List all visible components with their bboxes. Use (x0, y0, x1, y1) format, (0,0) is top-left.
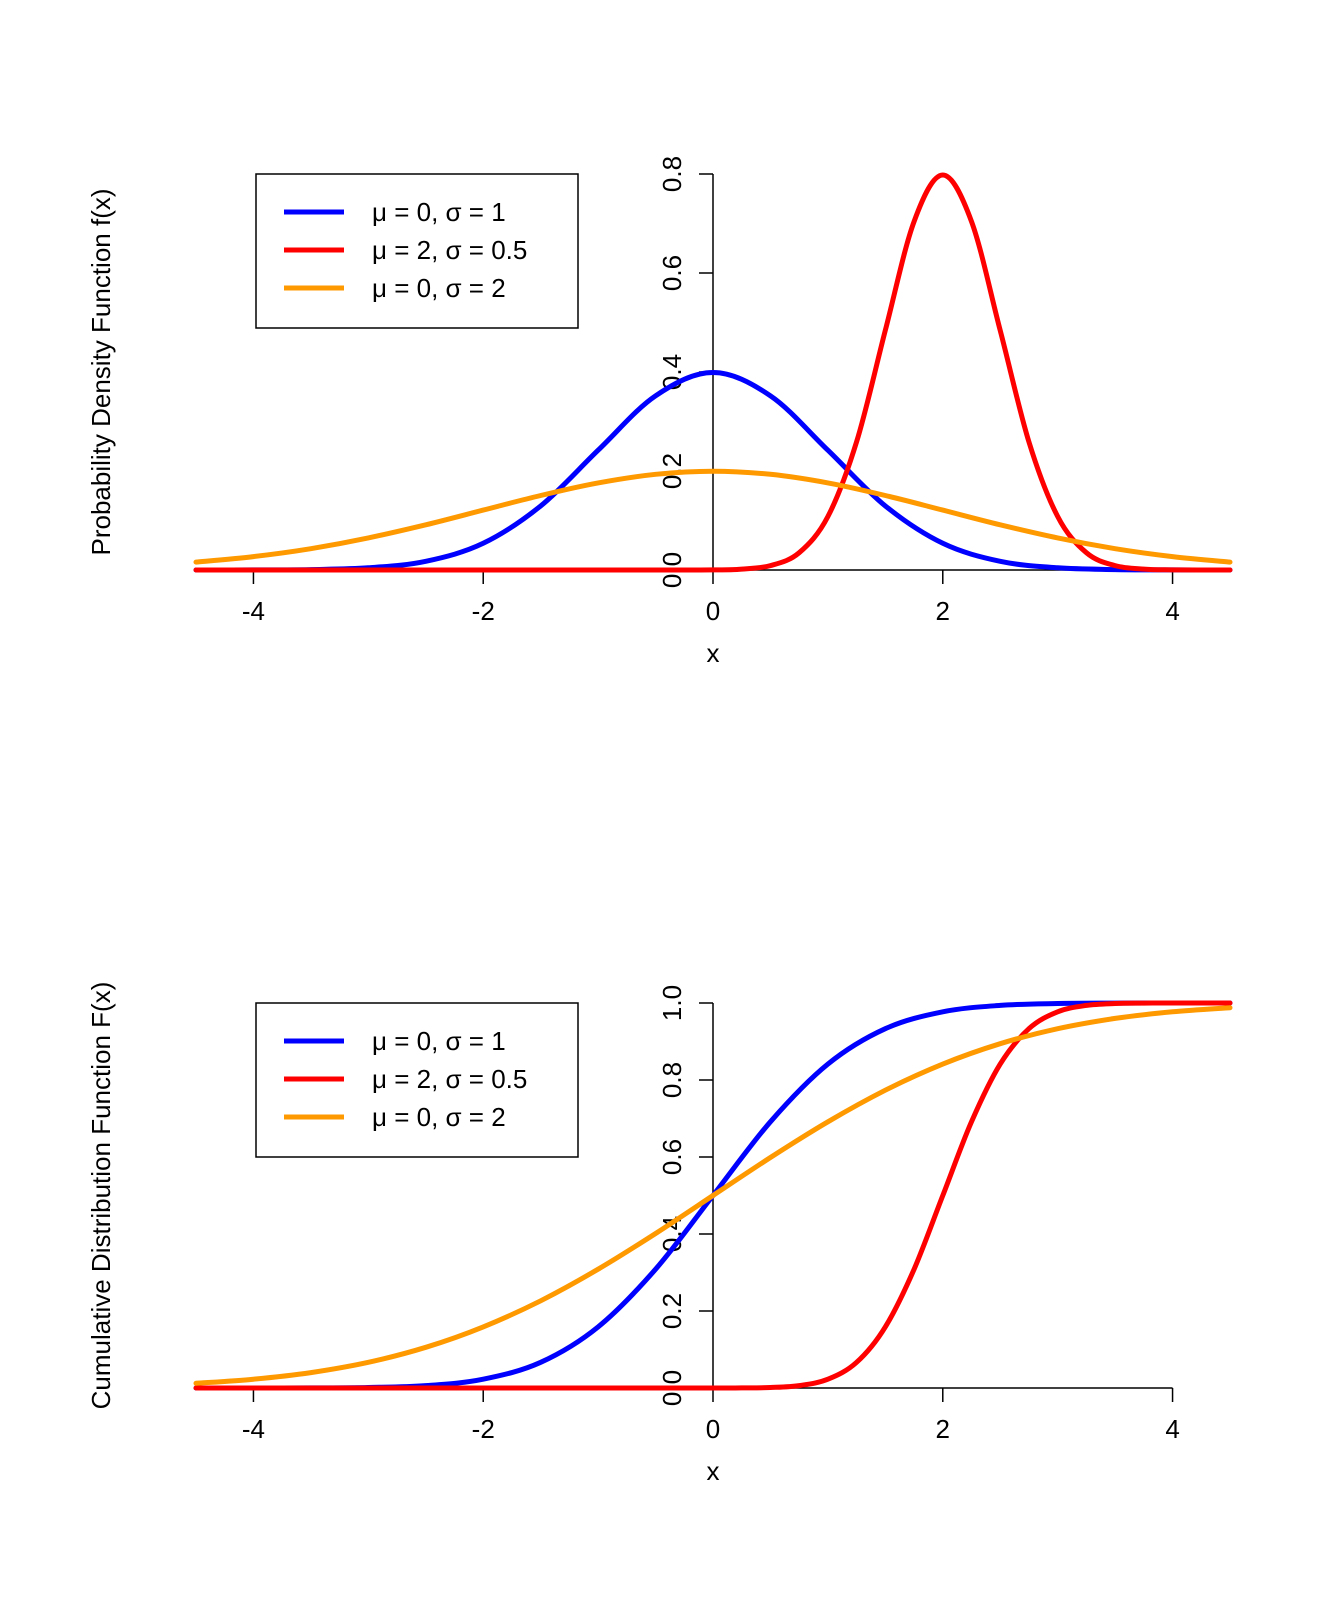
legend-label-2: μ = 2, σ = 0.5 (372, 235, 527, 265)
x-tick-label: -4 (242, 1414, 265, 1444)
y-tick-label: 1.0 (657, 985, 687, 1021)
legend-label-1: μ = 0, σ = 1 (372, 197, 506, 227)
y-axis-label: Cumulative Distribution Function F(x) (86, 982, 116, 1410)
series-line-2 (193, 172, 1233, 573)
x-tick-label: 2 (936, 1414, 950, 1444)
series-line-2 (193, 1000, 1233, 1391)
y-tick-label: 0.6 (657, 1139, 687, 1175)
series-line-3 (193, 1005, 1233, 1386)
legend-label-3: μ = 0, σ = 2 (372, 1102, 506, 1132)
legend-label-2: μ = 2, σ = 0.5 (372, 1064, 527, 1094)
x-axis-label: x (707, 638, 720, 668)
y-tick-label: 0.8 (657, 156, 687, 192)
x-tick-label: 0 (706, 1414, 720, 1444)
x-tick-label: 0 (706, 596, 720, 626)
legend: μ = 0, σ = 1 μ = 2, σ = 0.5 μ = 0, σ = 2 (255, 173, 579, 329)
legend: μ = 0, σ = 1 μ = 2, σ = 0.5 μ = 0, σ = 2 (255, 1002, 579, 1158)
y-tick-label: 0.8 (657, 1062, 687, 1098)
x-axis-label: x (707, 1456, 720, 1486)
series-line-3 (193, 468, 1233, 565)
y-axis-label: Probability Density Function f(x) (86, 188, 116, 555)
x-tick-label: 4 (1165, 596, 1179, 626)
x-tick-label: -2 (472, 596, 495, 626)
x-tick-label: -2 (472, 1414, 495, 1444)
x-tick-label: -4 (242, 596, 265, 626)
legend-label-1: μ = 0, σ = 1 (372, 1026, 506, 1056)
x-tick-label: 2 (936, 596, 950, 626)
y-tick-label: 0.6 (657, 255, 687, 291)
legend-label-3: μ = 0, σ = 2 (372, 273, 506, 303)
x-tick-label: 4 (1165, 1414, 1179, 1444)
y-tick-label: 0.2 (657, 1293, 687, 1329)
